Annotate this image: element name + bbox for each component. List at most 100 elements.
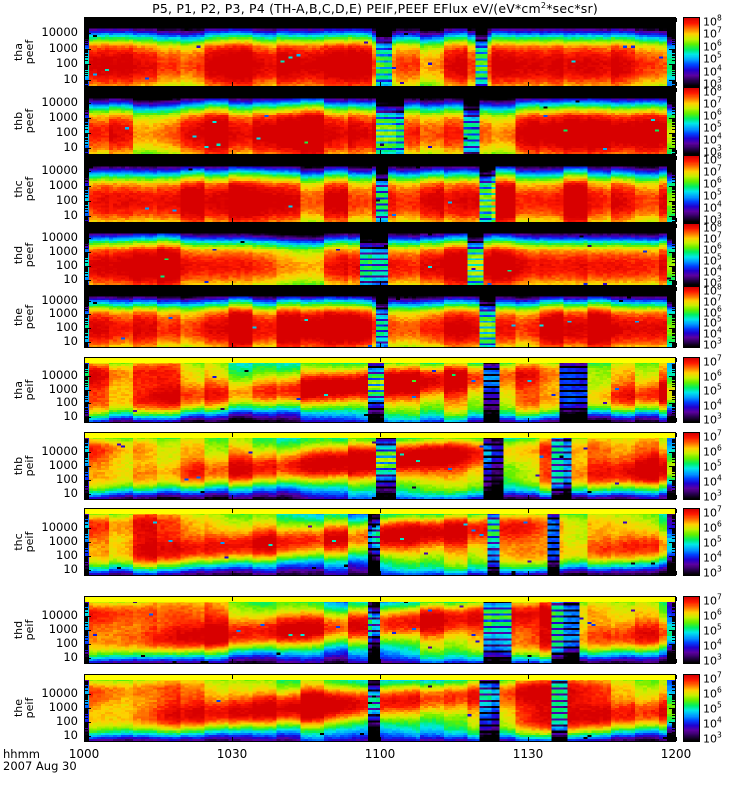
y-minor-tick	[85, 110, 88, 112]
y-minor-tick	[85, 516, 88, 518]
y-minor-tick	[85, 267, 88, 269]
y-minor-tick	[85, 319, 88, 321]
y-minor-tick	[85, 473, 88, 475]
y-minor-tick	[85, 452, 88, 454]
y-minor-tick	[672, 701, 675, 703]
y-minor-tick	[85, 631, 88, 633]
spectrogram-panel-thc-peif	[84, 508, 676, 576]
y-minor-tick	[672, 288, 675, 290]
x-tick-mark	[676, 18, 677, 22]
y-minor-tick	[85, 107, 88, 109]
x-tick-mark	[380, 495, 381, 499]
y-minor-tick	[672, 271, 675, 273]
y-minor-tick	[672, 605, 675, 607]
y-tick-mark	[669, 328, 675, 330]
y-minor-tick	[672, 514, 675, 516]
x-tick-mark	[380, 343, 381, 347]
colorbar-tick-base: 10	[703, 672, 717, 686]
y-minor-tick	[672, 290, 675, 292]
y-minor-tick	[672, 259, 675, 261]
y-minor-tick	[85, 535, 88, 537]
y-minor-tick	[672, 95, 675, 97]
y-tick-mark	[669, 735, 675, 737]
y-minor-tick	[85, 390, 88, 392]
y-minor-tick	[85, 440, 88, 442]
y-minor-tick	[672, 204, 675, 206]
colorbar-tick-thc-peif-1: 106	[703, 520, 722, 535]
y-minor-tick	[85, 205, 88, 207]
y-minor-tick	[85, 531, 88, 533]
y-minor-tick	[85, 618, 88, 620]
y-minor-tick	[85, 347, 88, 348]
figure-title-exponent: 2	[540, 1, 547, 10]
y-minor-tick	[85, 80, 88, 82]
y-tick-label-thb-peif-3: 10	[63, 485, 78, 500]
y-minor-tick	[85, 367, 88, 369]
y-minor-tick	[672, 323, 675, 325]
y-minor-tick	[85, 157, 88, 159]
colorbar-tick-thc-peif-0: 107	[703, 505, 722, 520]
colorbar-tick-thc-peef-2: 106	[703, 176, 722, 191]
y-minor-tick	[85, 646, 88, 648]
x-tick-mark	[676, 218, 677, 222]
y-minor-tick	[672, 157, 675, 159]
x-tick-mark	[528, 659, 529, 663]
y-tick-label-the-peef-3: 10	[63, 333, 78, 348]
y-tick-label-thc-peif-0: 10000	[41, 519, 78, 534]
y-minor-tick	[672, 392, 675, 394]
y-minor-tick	[672, 22, 675, 24]
x-tick-mark	[84, 343, 85, 347]
y-minor-tick	[85, 518, 88, 520]
colorbar-tick-base: 10	[703, 284, 717, 298]
y-minor-tick	[85, 385, 88, 387]
y-tick-label-tha-peef-1: 1000	[48, 40, 78, 55]
y-minor-tick	[672, 310, 675, 312]
colorbar-tick-base: 10	[703, 85, 717, 99]
y-minor-tick	[85, 98, 88, 100]
y-minor-tick	[672, 731, 675, 733]
x-tick-mark	[676, 433, 677, 437]
y-tick-mark	[85, 527, 91, 529]
y-minor-tick	[672, 175, 675, 177]
colorbar-tick-exponent: 6	[717, 685, 722, 695]
y-minor-tick	[85, 292, 88, 294]
y-minor-tick	[85, 651, 88, 653]
colorbar-tick-base: 10	[703, 221, 717, 235]
y-minor-tick	[672, 617, 675, 619]
y-minor-tick	[672, 556, 675, 558]
y-tick-mark	[669, 569, 675, 571]
y-minor-tick	[672, 160, 675, 162]
y-minor-tick	[85, 34, 88, 36]
colorbar-tick-thd-peef-1: 107	[703, 231, 722, 246]
y-minor-tick	[85, 519, 88, 521]
colorbar-gradient-thd-peif	[684, 597, 699, 663]
y-minor-tick	[672, 84, 675, 86]
colorbar-tick-thc-peef-4: 104	[703, 200, 722, 215]
y-minor-tick	[85, 92, 88, 94]
colorbar-tick-exponent: 6	[717, 38, 722, 48]
y-minor-tick	[85, 275, 88, 277]
y-minor-tick	[672, 404, 675, 406]
y-minor-tick	[85, 302, 88, 304]
y-minor-tick	[672, 405, 675, 407]
y-minor-tick	[85, 495, 88, 497]
colorbar-tick-thd-peif-2: 105	[703, 623, 722, 638]
y-minor-tick	[672, 135, 675, 137]
y-minor-tick	[672, 188, 675, 190]
y-minor-tick	[672, 485, 675, 487]
y-axis-label-line2-thb-peef: peef	[23, 108, 36, 134]
y-tick-label-thc-peif-2: 100	[56, 547, 78, 562]
y-minor-tick	[672, 331, 675, 333]
y-tick-label-thd-peef-1: 1000	[48, 243, 78, 258]
y-minor-tick	[85, 471, 88, 473]
y-minor-tick	[672, 454, 675, 456]
y-minor-tick	[85, 193, 88, 195]
x-tick-mark	[232, 156, 233, 160]
y-minor-tick	[672, 682, 675, 684]
y-minor-tick	[85, 337, 88, 339]
x-tick-mark	[528, 433, 529, 437]
y-minor-tick	[672, 547, 675, 549]
x-tick-mark	[528, 571, 529, 575]
y-minor-tick	[672, 332, 675, 334]
y-minor-tick	[672, 639, 675, 641]
